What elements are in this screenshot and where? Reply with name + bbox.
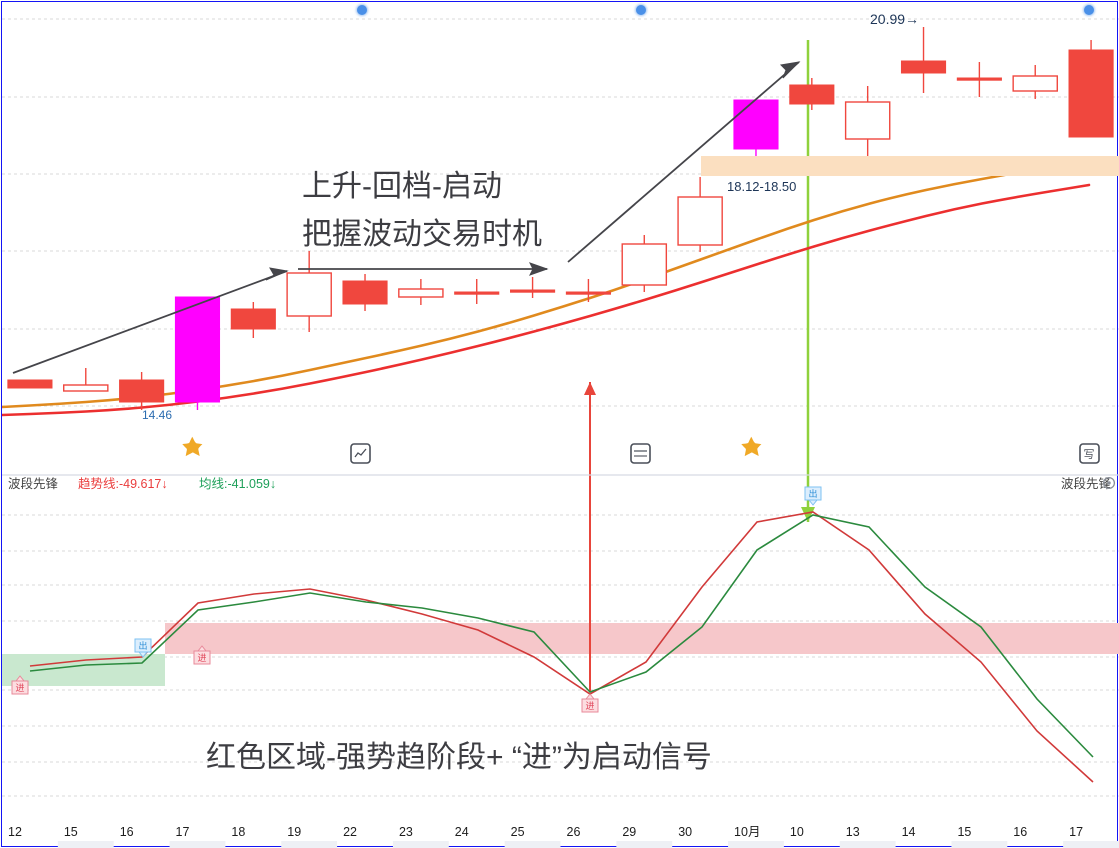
svg-text:18: 18: [231, 825, 245, 839]
svg-text:30: 30: [678, 825, 692, 839]
svg-text:16: 16: [1013, 825, 1027, 839]
svg-text:17: 17: [1069, 825, 1083, 839]
svg-text:18.12-18.50: 18.12-18.50: [727, 179, 796, 194]
svg-text:16: 16: [120, 825, 134, 839]
svg-text:写: 写: [1084, 449, 1095, 461]
svg-text:红色区域-强势趋阶段+ “进”为启动信号: 红色区域-强势趋阶段+ “进”为启动信号: [206, 741, 712, 774]
svg-text:25: 25: [511, 825, 525, 839]
svg-text:23: 23: [399, 825, 413, 839]
svg-text:进: 进: [585, 701, 594, 711]
svg-text:进: 进: [197, 653, 206, 663]
svg-text:14.46: 14.46: [142, 408, 172, 422]
svg-text:10月: 10月: [734, 825, 760, 839]
svg-text:26: 26: [567, 825, 581, 839]
svg-text:10: 10: [790, 825, 804, 839]
svg-text:出: 出: [808, 488, 817, 499]
svg-text:15: 15: [64, 825, 78, 839]
svg-text:29: 29: [622, 825, 636, 839]
svg-text:14: 14: [902, 825, 916, 839]
svg-text:上升-回档-启动: 上升-回档-启动: [302, 170, 502, 203]
svg-text:17: 17: [176, 825, 190, 839]
svg-text:出: 出: [138, 640, 147, 651]
svg-text:15: 15: [957, 825, 971, 839]
svg-text:13: 13: [846, 825, 860, 839]
svg-text:把握波动交易时机: 把握波动交易时机: [302, 218, 542, 251]
svg-text:22: 22: [343, 825, 357, 839]
svg-text:均线:-41.059↓: 均线:-41.059↓: [199, 477, 276, 491]
svg-text:波段先锋: 波段先锋: [8, 476, 59, 491]
svg-text:趋势线:-49.617↓: 趋势线:-49.617↓: [78, 476, 168, 491]
svg-text:12: 12: [8, 825, 22, 839]
svg-text:20.99→: 20.99→: [870, 11, 919, 27]
svg-text:19: 19: [287, 825, 301, 839]
svg-text:进: 进: [15, 683, 24, 693]
svg-text:24: 24: [455, 825, 469, 839]
